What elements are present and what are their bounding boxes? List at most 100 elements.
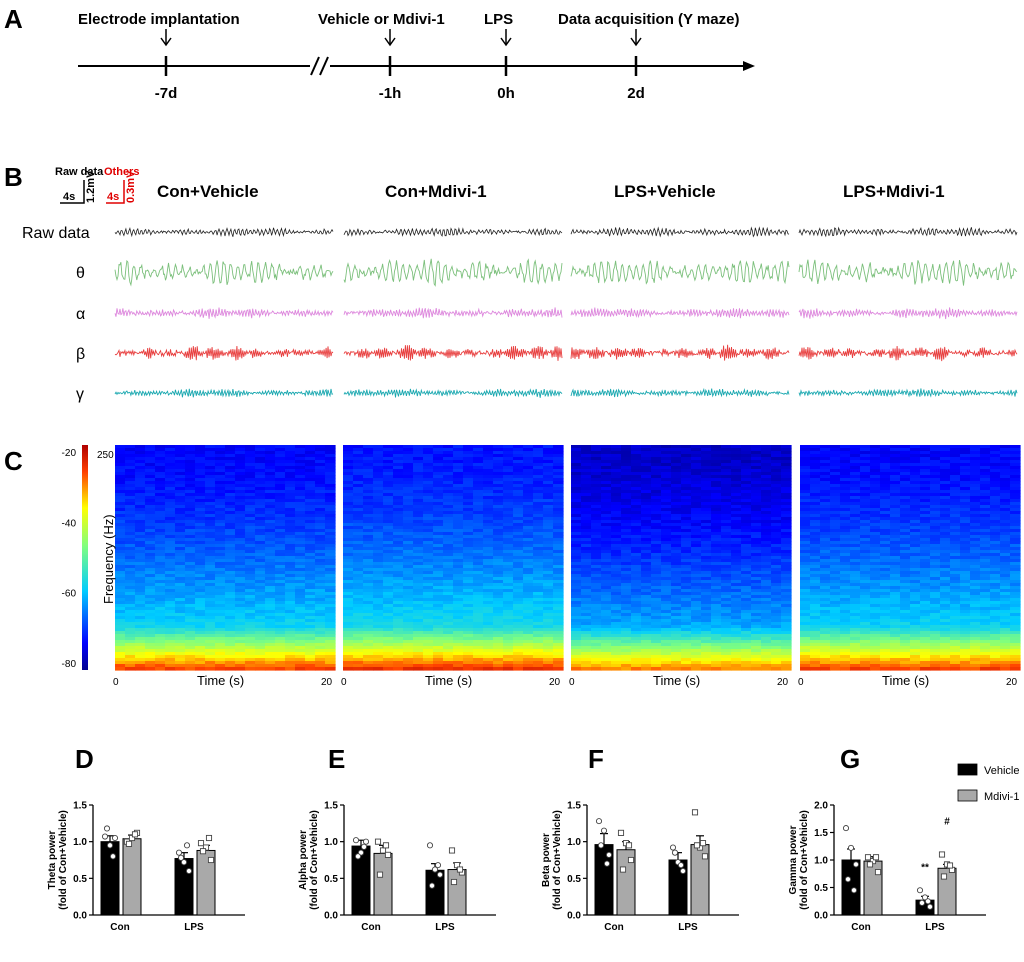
spectrogram-cell bbox=[543, 514, 554, 518]
spectrogram-cell bbox=[175, 583, 186, 587]
spectrogram-cell bbox=[533, 547, 544, 551]
spectrogram-cell bbox=[523, 559, 534, 563]
spectrogram-cell bbox=[325, 574, 336, 578]
spectrogram-cell bbox=[601, 619, 612, 623]
spectrogram-cell bbox=[701, 577, 712, 581]
spectrogram-cell bbox=[393, 667, 404, 671]
spectrogram-cell bbox=[185, 607, 196, 611]
spectrogram-cell bbox=[771, 526, 782, 530]
spectrogram-cell bbox=[671, 577, 682, 581]
spectrogram-cell bbox=[651, 469, 662, 473]
spectrogram-cell bbox=[225, 562, 236, 566]
spectrogram-cell bbox=[523, 583, 534, 587]
spectrogram-cell bbox=[781, 568, 792, 572]
trace-row1-con-mdivi-1 bbox=[343, 258, 563, 287]
spectrogram-cell bbox=[265, 562, 276, 566]
spectrogram-cell bbox=[621, 598, 632, 602]
spectrogram-cell bbox=[165, 643, 176, 647]
spectrogram-cell bbox=[761, 550, 772, 554]
spectrogram-cell bbox=[543, 565, 554, 569]
spectrogram-cell bbox=[741, 649, 752, 653]
spectrogram-cell bbox=[175, 634, 186, 638]
spectrogram-cell bbox=[413, 490, 424, 494]
spectrogram-cell bbox=[393, 604, 404, 608]
spectrogram-cell bbox=[383, 631, 394, 635]
spectrogram-cell bbox=[571, 565, 582, 569]
spectrogram-cell bbox=[681, 634, 692, 638]
spectrogram-cell bbox=[235, 634, 246, 638]
spectrogram-cell bbox=[493, 493, 504, 497]
spectrogram-cell bbox=[145, 538, 156, 542]
spectrogram-cell bbox=[731, 640, 742, 644]
spectrogram-cell bbox=[255, 577, 266, 581]
spectrogram-cell bbox=[135, 496, 146, 500]
spectrogram-cell bbox=[115, 622, 126, 626]
spectrogram-cell bbox=[601, 625, 612, 629]
spectrogram-cell bbox=[383, 604, 394, 608]
spectrogram-cell bbox=[393, 517, 404, 521]
spectrogram-cell bbox=[731, 652, 742, 656]
spectrogram-cell bbox=[473, 565, 484, 569]
spectrogram-cell bbox=[185, 592, 196, 596]
spectrogram-cell bbox=[423, 490, 434, 494]
spectrogram-cell bbox=[453, 535, 464, 539]
spectrogram-cell bbox=[611, 601, 622, 605]
spectrogram-cell bbox=[135, 562, 146, 566]
spectrogram-cell bbox=[165, 658, 176, 662]
spectrogram-cell bbox=[553, 640, 564, 644]
spectrogram-cell bbox=[373, 613, 384, 617]
spectrogram-cell bbox=[165, 574, 176, 578]
spectrogram-cell bbox=[463, 625, 474, 629]
spectrogram-cell bbox=[215, 520, 226, 524]
spectrogram-cell bbox=[423, 628, 434, 632]
spectrogram-cell bbox=[591, 556, 602, 560]
spectrogram-cell bbox=[533, 631, 544, 635]
spectrogram-cell bbox=[285, 535, 296, 539]
spectrogram-cell bbox=[215, 469, 226, 473]
spectrogram-cell bbox=[641, 595, 652, 599]
spectrogram-cell bbox=[185, 481, 196, 485]
spectrogram-cell bbox=[473, 619, 484, 623]
spectrogram-cell bbox=[205, 649, 216, 653]
spectrogram-cell bbox=[771, 469, 782, 473]
spectrogram-cell bbox=[393, 643, 404, 647]
spectrogram-cell bbox=[175, 445, 186, 449]
spectrogram-cell bbox=[781, 643, 792, 647]
spectrogram-cell bbox=[651, 655, 662, 659]
spectrogram-cell bbox=[145, 586, 156, 590]
spectrogram-cell bbox=[553, 463, 564, 467]
spectrogram-cell bbox=[533, 667, 544, 671]
spectrogram-cell bbox=[591, 583, 602, 587]
spectrogram-cell bbox=[771, 583, 782, 587]
spectrogram-cell bbox=[741, 598, 752, 602]
spectrogram-cell bbox=[651, 646, 662, 650]
spectrogram-cell bbox=[681, 607, 692, 611]
spectrogram-cell bbox=[553, 493, 564, 497]
spectrogram-cell bbox=[255, 640, 266, 644]
spectrogram-cell bbox=[543, 568, 554, 572]
spectrogram-cell bbox=[553, 457, 564, 461]
spectrogram-cell bbox=[711, 586, 722, 590]
spectrogram-cell bbox=[255, 565, 266, 569]
spectrogram-cell bbox=[631, 529, 642, 533]
spectrogram-cell bbox=[373, 562, 384, 566]
spectrogram-cell bbox=[423, 454, 434, 458]
spectrogram-cell bbox=[503, 448, 514, 452]
spectrogram-cell bbox=[761, 619, 772, 623]
spectrogram-cell bbox=[671, 562, 682, 566]
spectrogram-cell bbox=[731, 535, 742, 539]
spectrogram-cell bbox=[533, 487, 544, 491]
spectrogram-cell bbox=[175, 541, 186, 545]
spectrogram-cell bbox=[295, 481, 306, 485]
spectrogram-cell bbox=[433, 628, 444, 632]
spectrogram-cell bbox=[275, 490, 286, 494]
spectrogram-cell bbox=[671, 445, 682, 449]
spectrogram-cell bbox=[581, 547, 592, 551]
spectrogram-cell bbox=[453, 502, 464, 506]
spectrogram-cell bbox=[721, 565, 732, 569]
spectrogram-cell bbox=[651, 574, 662, 578]
spectrogram-cell bbox=[195, 565, 206, 569]
spectrogram-cell bbox=[353, 544, 364, 548]
spectrogram-cell bbox=[571, 508, 582, 512]
spectrogram-cell bbox=[553, 628, 564, 632]
